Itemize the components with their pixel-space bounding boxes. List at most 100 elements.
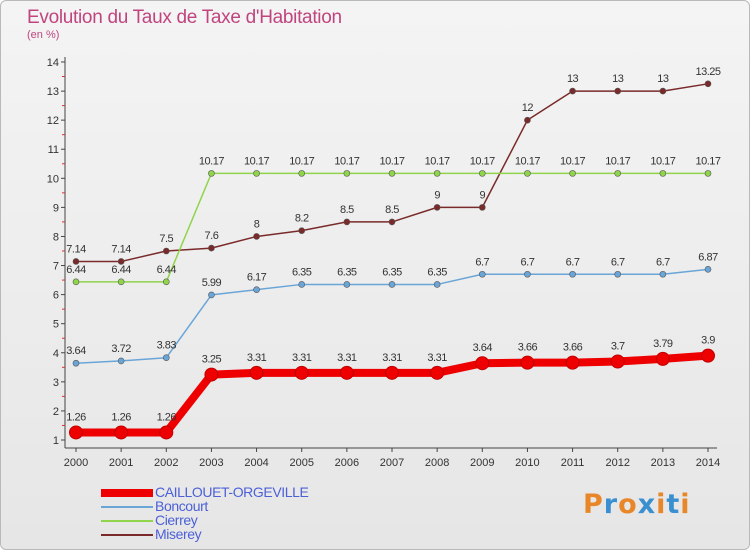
data-point	[117, 258, 125, 265]
data-point	[704, 80, 712, 88]
data-point	[162, 354, 170, 362]
data-label: 10.17	[425, 155, 450, 167]
y-tick-label: 8	[53, 231, 59, 243]
data-label: 12	[522, 102, 534, 114]
data-point	[159, 425, 174, 440]
data-point	[117, 278, 125, 286]
data-label: 1.26	[157, 411, 177, 423]
data-label: 3.66	[563, 342, 583, 354]
data-point	[72, 278, 80, 286]
data-point	[430, 365, 445, 380]
y-tick-label: 7	[53, 261, 59, 273]
data-label: 6.44	[111, 264, 131, 276]
data-point	[701, 348, 715, 363]
data-point	[298, 170, 306, 177]
logo-letter: i	[656, 489, 667, 520]
data-label: 1.26	[111, 411, 131, 423]
data-label: 6.7	[656, 256, 670, 268]
data-point	[208, 170, 215, 177]
legend-label: Miserey	[155, 526, 202, 542]
x-tick-label: 2007	[380, 457, 404, 469]
x-tick-label: 2004	[244, 457, 268, 469]
data-point	[253, 233, 260, 240]
data-label: 6.35	[427, 266, 447, 278]
y-tick-label: 9	[53, 202, 59, 214]
data-point	[162, 247, 170, 255]
data-label: 13	[567, 73, 579, 85]
data-point	[69, 425, 83, 440]
data-label: 3.31	[337, 352, 357, 364]
data-point	[569, 87, 576, 95]
data-point	[117, 357, 125, 365]
data-point	[704, 170, 712, 177]
x-tick-label: 2000	[64, 457, 88, 469]
data-point	[208, 291, 215, 299]
data-point	[614, 170, 622, 177]
data-label: 10.17	[695, 155, 720, 167]
data-label: 6.87	[698, 251, 718, 263]
data-label: 6.35	[292, 266, 312, 278]
x-tick-label: 2013	[651, 457, 675, 469]
data-point	[388, 218, 396, 226]
data-point	[704, 266, 712, 273]
data-point	[478, 270, 486, 278]
data-label: 7.6	[205, 230, 219, 242]
data-point	[249, 365, 264, 380]
data-point	[433, 281, 441, 288]
x-tick-label: 2003	[199, 457, 223, 469]
data-label: 10.17	[515, 155, 540, 167]
y-tick-label: 11	[48, 144, 59, 156]
data-point	[343, 218, 351, 226]
x-tick-label: 2002	[154, 457, 178, 469]
data-point	[524, 270, 531, 278]
data-label: 3.83	[157, 340, 177, 352]
chart-title: Evolution du Taux de Taxe d'Habitation	[27, 7, 342, 28]
x-tick-label: 2005	[289, 457, 313, 469]
data-point	[565, 355, 580, 370]
data-point	[433, 204, 441, 211]
data-point	[614, 87, 622, 95]
x-tick-label: 2014	[696, 457, 720, 469]
x-tick-label: 2009	[470, 457, 494, 469]
x-tick-label: 2001	[109, 457, 133, 469]
data-label: 3.7	[611, 340, 625, 352]
data-label: 8.5	[340, 204, 354, 216]
x-tick-label: 2012	[605, 457, 629, 469]
chart-subtitle: (en %)	[27, 29, 60, 41]
data-point	[478, 170, 486, 177]
data-label: 10.17	[379, 155, 404, 167]
data-point	[614, 270, 622, 278]
data-label: 3.31	[427, 352, 447, 364]
data-label: 6.17	[247, 272, 267, 284]
data-label: 6.7	[611, 256, 625, 268]
logo-letter: x	[637, 489, 657, 520]
data-label: 6.7	[475, 256, 489, 268]
data-point	[524, 116, 531, 124]
data-point	[524, 170, 531, 177]
data-label: 6.35	[337, 266, 357, 278]
data-point	[72, 258, 80, 265]
data-label: 3.64	[66, 345, 86, 357]
logo-letter: o	[618, 489, 638, 520]
data-label: 10.17	[605, 155, 630, 167]
y-tick-label: 2	[53, 406, 59, 418]
data-point	[343, 281, 351, 288]
proxiti-logo[interactable]: Proxiti	[583, 489, 691, 520]
data-point	[433, 170, 441, 177]
legend-swatch	[101, 506, 153, 508]
data-point	[298, 227, 306, 234]
data-point	[388, 170, 396, 177]
data-label: 10.17	[289, 155, 314, 167]
data-point	[520, 355, 535, 370]
data-label: 7.14	[66, 243, 86, 255]
data-point	[655, 351, 670, 366]
y-tick-label: 3	[53, 377, 59, 389]
data-point	[610, 354, 625, 369]
data-point	[339, 365, 354, 380]
data-label: 3.31	[247, 352, 267, 364]
data-label: 7.14	[111, 243, 131, 255]
data-point	[659, 270, 667, 278]
data-label: 3.66	[518, 342, 538, 354]
